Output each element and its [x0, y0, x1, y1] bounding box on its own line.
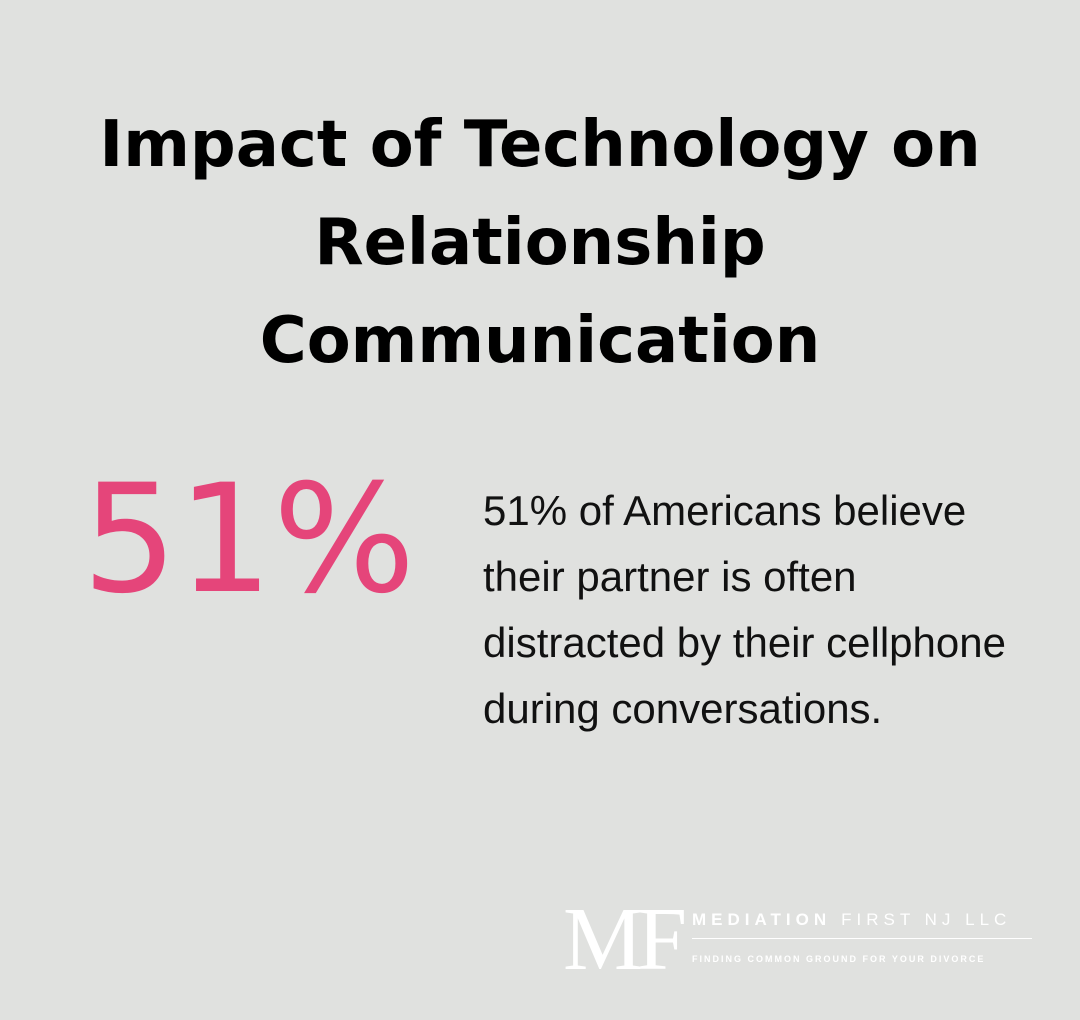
logo-name-bold: MEDIATION	[692, 910, 832, 929]
title-line: Communication	[259, 304, 821, 378]
logo-tagline: FINDING COMMON GROUND FOR YOUR DIVORCE	[692, 954, 986, 964]
title-line: Relationship	[314, 206, 766, 280]
logo-name-light: FIRST NJ LLC	[841, 910, 1012, 929]
stat-description: 51% of Americans believe their partner i…	[483, 487, 1006, 732]
title: Impact of Technology on Relationship Com…	[0, 96, 1080, 390]
logo-rule	[692, 938, 1032, 939]
logo-mark: MF	[563, 890, 687, 989]
logo-name: MEDIATION FIRST NJ LLC	[692, 910, 1011, 930]
title-line: Impact of Technology on	[99, 108, 981, 182]
stat-figure: 51%	[82, 453, 416, 627]
